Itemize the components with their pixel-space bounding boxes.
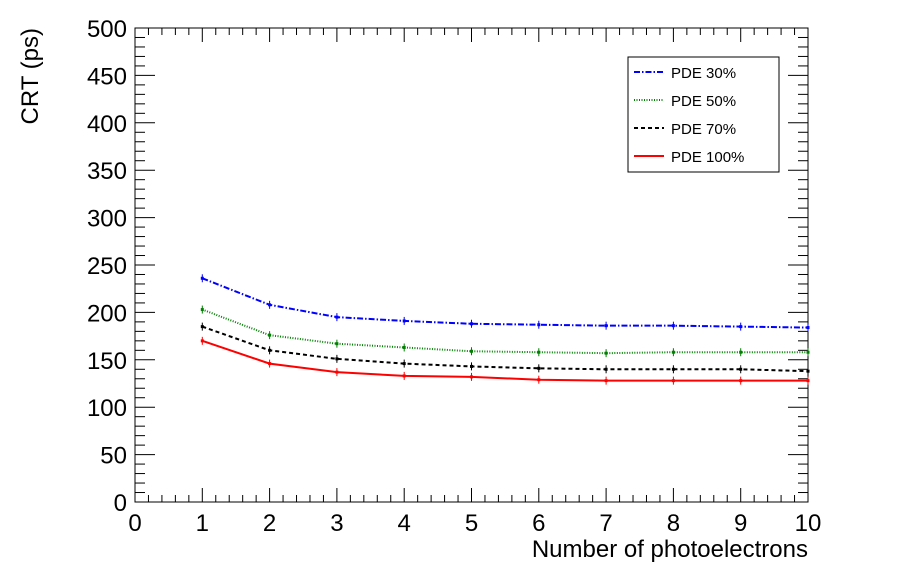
x-axis-label: Number of photoelectrons bbox=[532, 536, 808, 563]
y-tick-label: 300 bbox=[87, 206, 127, 233]
x-tick-label: 10 bbox=[795, 510, 822, 537]
y-tick-label: 250 bbox=[87, 253, 127, 280]
legend-label: PDE 30% bbox=[671, 65, 736, 82]
y-tick-label: 200 bbox=[87, 300, 127, 327]
legend-label: PDE 100% bbox=[671, 149, 744, 166]
series-group bbox=[200, 274, 810, 332]
series-line bbox=[201, 339, 808, 382]
y-tick-label: 150 bbox=[87, 348, 127, 375]
series-group bbox=[200, 322, 810, 376]
x-tick-label: 9 bbox=[734, 510, 747, 537]
axis-ticks bbox=[134, 27, 809, 503]
y-tick-labels: 0 50 100 150 200 250 300 350 400 450 500 bbox=[87, 16, 127, 517]
series-line bbox=[201, 277, 809, 329]
x-tick-label: 6 bbox=[532, 510, 545, 537]
x-tick-label: 7 bbox=[599, 510, 612, 537]
y-tick-label: 400 bbox=[87, 111, 127, 138]
y-tick-label: 50 bbox=[100, 443, 127, 470]
y-tick-label: 100 bbox=[87, 395, 127, 422]
x-tick-label: 1 bbox=[196, 510, 209, 537]
series-line bbox=[201, 308, 808, 355]
series-layer bbox=[200, 274, 810, 385]
x-tick-label: 3 bbox=[330, 510, 343, 537]
y-tick-label: 450 bbox=[87, 63, 127, 90]
x-tick-label: 5 bbox=[465, 510, 478, 537]
series-line bbox=[201, 325, 809, 373]
x-tick-labels: 0 1 2 3 4 5 6 7 8 9 10 bbox=[128, 510, 821, 537]
legend-box bbox=[627, 56, 780, 173]
series-group bbox=[200, 305, 810, 358]
series-group bbox=[200, 336, 810, 385]
x-tick-label: 8 bbox=[667, 510, 680, 537]
legend-label: PDE 70% bbox=[671, 121, 736, 138]
y-tick-label: 350 bbox=[87, 158, 127, 185]
y-axis-label: CRT (ps) bbox=[17, 28, 44, 124]
x-tick-label: 2 bbox=[263, 510, 276, 537]
x-tick-label: 4 bbox=[398, 510, 411, 537]
legend-label: PDE 50% bbox=[671, 93, 736, 110]
legend: PDE 30% PDE 50% PDE 70% PDE 100% bbox=[627, 56, 780, 173]
y-tick-label: 0 bbox=[114, 490, 127, 517]
x-tick-label: 0 bbox=[128, 510, 141, 537]
y-tick-label: 500 bbox=[87, 16, 127, 43]
